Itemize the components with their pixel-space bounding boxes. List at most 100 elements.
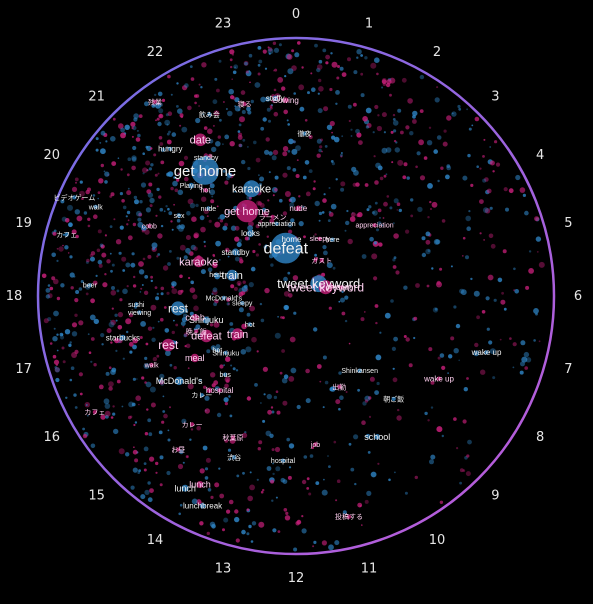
tweet-dot — [466, 377, 469, 380]
keyword-bubble[interactable] — [215, 348, 220, 353]
keyword-bubble[interactable] — [274, 221, 279, 226]
keyword-bubble[interactable] — [147, 223, 152, 229]
keyword-bubble[interactable] — [191, 314, 199, 321]
keyword-bubble[interactable] — [374, 434, 381, 440]
keyword-bubble[interactable] — [174, 376, 184, 386]
keyword-bubble[interactable] — [72, 195, 77, 200]
keyword-bubble[interactable] — [217, 388, 222, 393]
keyword-bubble[interactable] — [196, 481, 204, 488]
keyword-bubble[interactable] — [223, 372, 228, 377]
keyword-bubble[interactable] — [270, 214, 275, 219]
tweet-dot — [433, 239, 440, 245]
keyword-bubble[interactable] — [484, 350, 489, 355]
keyword-bubble[interactable] — [226, 269, 238, 281]
keyword-bubble[interactable] — [171, 301, 185, 316]
keyword-bubble[interactable] — [199, 503, 206, 509]
keyword-bubble[interactable] — [206, 206, 211, 211]
keyword-bubble[interactable] — [240, 301, 245, 306]
tweet-dot — [355, 128, 360, 134]
keyword-bubble[interactable] — [199, 393, 204, 398]
keyword-bubble[interactable] — [202, 316, 210, 324]
keyword-bubble[interactable] — [346, 514, 352, 519]
keyword-bubble[interactable] — [188, 182, 194, 189]
keyword-bubble[interactable] — [242, 102, 247, 107]
keyword-bubble[interactable] — [194, 329, 199, 334]
tweet-dot — [328, 465, 331, 468]
keyword-bubble[interactable] — [339, 285, 344, 290]
keyword-bubble[interactable] — [280, 458, 286, 463]
keyword-bubble[interactable] — [232, 455, 237, 460]
keyword-bubble[interactable] — [200, 329, 213, 343]
tweet-dot — [412, 119, 417, 124]
tweet-dot — [455, 323, 461, 329]
keyword-bubble[interactable] — [247, 322, 252, 327]
keyword-bubble[interactable] — [232, 248, 239, 256]
tweet-dot — [268, 151, 273, 156]
keyword-bubble[interactable] — [168, 146, 173, 151]
keyword-label: school — [364, 432, 390, 442]
keyword-bubble[interactable] — [232, 328, 244, 340]
keyword-bubble[interactable] — [193, 256, 205, 268]
keyword-bubble[interactable] — [203, 188, 208, 193]
keyword-bubble[interactable] — [319, 258, 324, 263]
keyword-bubble[interactable] — [282, 97, 289, 103]
keyword-bubble[interactable] — [391, 396, 396, 401]
tweet-dot — [335, 178, 338, 181]
keyword-bubble[interactable] — [176, 447, 181, 452]
tweet-dot — [142, 257, 146, 261]
keyword-bubble[interactable] — [247, 229, 254, 237]
keyword-bubble[interactable] — [223, 350, 228, 355]
keyword-bubble[interactable] — [214, 272, 219, 277]
keyword-bubble[interactable] — [120, 334, 126, 341]
keyword-bubble[interactable] — [207, 112, 212, 117]
keyword-bubble[interactable] — [357, 368, 362, 373]
keyword-bubble[interactable] — [230, 435, 236, 440]
tweet-dot — [233, 286, 238, 291]
tweet-dot — [257, 63, 261, 67]
keyword-bubble[interactable] — [288, 236, 295, 243]
tweet-dot — [404, 491, 408, 495]
tweet-dot — [273, 88, 277, 92]
keyword-bubble[interactable] — [302, 131, 307, 136]
tweet-dot — [157, 172, 160, 175]
tweet-dot — [255, 253, 259, 257]
keyword-bubble[interactable] — [152, 99, 158, 104]
keyword-bubble[interactable] — [149, 362, 154, 367]
keyword-bubble[interactable] — [318, 280, 333, 295]
keyword-bubble[interactable] — [337, 384, 342, 389]
keyword-bubble[interactable] — [194, 133, 207, 147]
keyword-bubble[interactable] — [317, 236, 322, 241]
keyword-bubble[interactable] — [235, 199, 259, 223]
tweet-dot — [282, 146, 289, 152]
tweet-dot — [141, 376, 145, 380]
keyword-bubble[interactable] — [295, 205, 302, 212]
keyword-bubble[interactable] — [243, 180, 260, 198]
keyword-bubble[interactable] — [87, 283, 92, 288]
keyword-bubble[interactable] — [162, 338, 175, 352]
keyword-bubble[interactable] — [372, 223, 377, 228]
keyword-bubble[interactable] — [64, 232, 69, 237]
keyword-bubble[interactable] — [313, 442, 318, 447]
keyword-bubble[interactable] — [272, 95, 279, 102]
keyword-bubble[interactable] — [92, 410, 97, 415]
keyword-label: job — [310, 442, 320, 449]
keyword-bubble[interactable] — [181, 484, 189, 492]
keyword-bubble[interactable] — [93, 204, 98, 209]
keyword-bubble[interactable] — [134, 302, 139, 307]
keyword-bubble[interactable] — [204, 155, 209, 160]
keyword-bubble[interactable] — [191, 156, 219, 185]
keyword-bubble[interactable] — [190, 353, 199, 363]
tweet-dot — [211, 524, 216, 529]
keyword-bubble[interactable] — [330, 237, 335, 242]
keyword-bubble[interactable] — [436, 376, 442, 381]
tweet-dot — [68, 222, 73, 227]
keyword-bubble[interactable] — [177, 213, 182, 218]
keyword-bubble[interactable] — [221, 295, 226, 300]
tweet-dot — [264, 67, 268, 70]
keyword-bubble[interactable] — [137, 310, 142, 315]
tweet-dot — [122, 269, 126, 272]
keyword-bubble[interactable] — [190, 422, 195, 427]
tweet-dot — [442, 141, 448, 147]
tweet-dot — [189, 287, 196, 294]
tweet-dot — [106, 328, 112, 334]
